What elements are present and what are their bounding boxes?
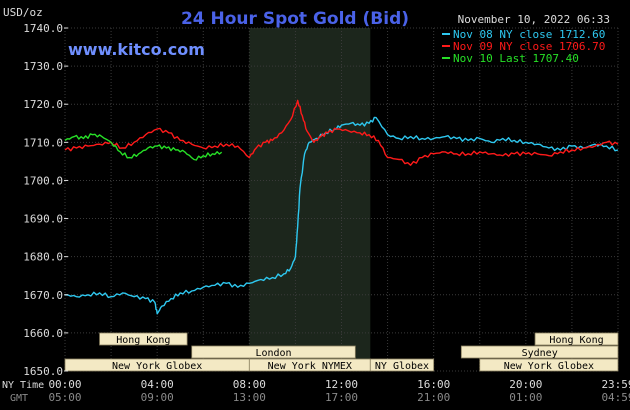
session-bar — [191, 345, 356, 359]
y-tick-label: 1650.0 — [23, 365, 63, 378]
x-tick-label-gmt: 21:00 — [417, 391, 450, 404]
y-tick-label: 1680.0 — [23, 251, 63, 264]
y-tick-label: 1700.0 — [23, 174, 63, 187]
session-label: New York Globex — [504, 361, 594, 372]
session-label: New York NYMEX — [268, 361, 352, 372]
series-line-1 — [64, 99, 619, 166]
y-tick-label: 1660.0 — [23, 327, 63, 340]
chart-date: November 10, 2022 06:33 — [458, 13, 610, 26]
series-line-0 — [64, 116, 619, 315]
series-layer — [64, 99, 619, 315]
session-label: Hong Kong — [116, 335, 170, 346]
y-tick-label: 1670.0 — [23, 289, 63, 302]
y-tick-label: 1690.0 — [23, 213, 63, 226]
y-tick-label: 1710.0 — [23, 136, 63, 149]
x-tick-label-ny: 04:00 — [141, 378, 174, 391]
x-tick-label-ny: 00:00 — [48, 378, 81, 391]
x-tick-label-ny: 12:00 — [325, 378, 358, 391]
grid-lines — [64, 27, 619, 372]
legend-entry-nov09: Nov 09 NY close 1706.70 — [453, 40, 605, 53]
x-tick-label-ny: 20:00 — [509, 378, 542, 391]
session-label: NY Globex — [375, 361, 429, 372]
x-tick-label-gmt: 04:59 — [601, 391, 630, 404]
nymex-session-band — [249, 28, 371, 371]
x-tick-label-gmt: 05:00 — [48, 391, 81, 404]
watermark: www.kitco.com — [68, 40, 205, 59]
x-tick-label-ny: 16:00 — [417, 378, 450, 391]
x-tick-label-gmt: 13:00 — [233, 391, 266, 404]
session-bar — [369, 358, 435, 372]
session-bar — [460, 345, 619, 359]
x-tick-label-ny: 23:59 — [601, 378, 630, 391]
y-tick-label: 1730.0 — [23, 60, 63, 73]
session-label: Hong Kong — [549, 335, 603, 346]
x-tick-label-gmt: 01:00 — [509, 391, 542, 404]
legend-entry-nov08: Nov 08 NY close 1712.60 — [453, 28, 605, 41]
session-label: Sydney — [522, 348, 558, 359]
x-tick-label-gmt: 09:00 — [141, 391, 174, 404]
legend-entry-nov10: Nov 10 Last 1707.40 — [453, 52, 579, 65]
y-axis-ticks: 1740.0 1730.0 1720.0 1710.0 1700.0 1690.0 1680… — [23, 22, 68, 378]
y-axis-unit: USD/oz — [3, 6, 43, 19]
session-bar — [534, 332, 619, 346]
x-tick-label-ny: 08:00 — [233, 378, 266, 391]
y-tick-label: 1720.0 — [23, 98, 63, 111]
series-line-2 — [64, 133, 223, 161]
session-bars: Hong Kong Hong Kong London Sydney New York G… — [64, 332, 619, 372]
x-tick-label-gmt: 17:00 — [325, 391, 358, 404]
session-label: New York Globex — [112, 361, 202, 372]
session-label: London — [255, 348, 291, 359]
legend: Nov 08 NY close 1712.60 Nov 09 NY close … — [442, 28, 605, 65]
y-tick-label: 1740.0 — [23, 22, 63, 35]
x-axis-label-gmt: GMT — [10, 393, 28, 404]
session-bar — [479, 358, 619, 372]
chart-title: 24 Hour Spot Gold (Bid) — [181, 9, 409, 29]
session-bar — [99, 332, 188, 346]
x-axis-label-ny: NY Time — [2, 380, 44, 391]
